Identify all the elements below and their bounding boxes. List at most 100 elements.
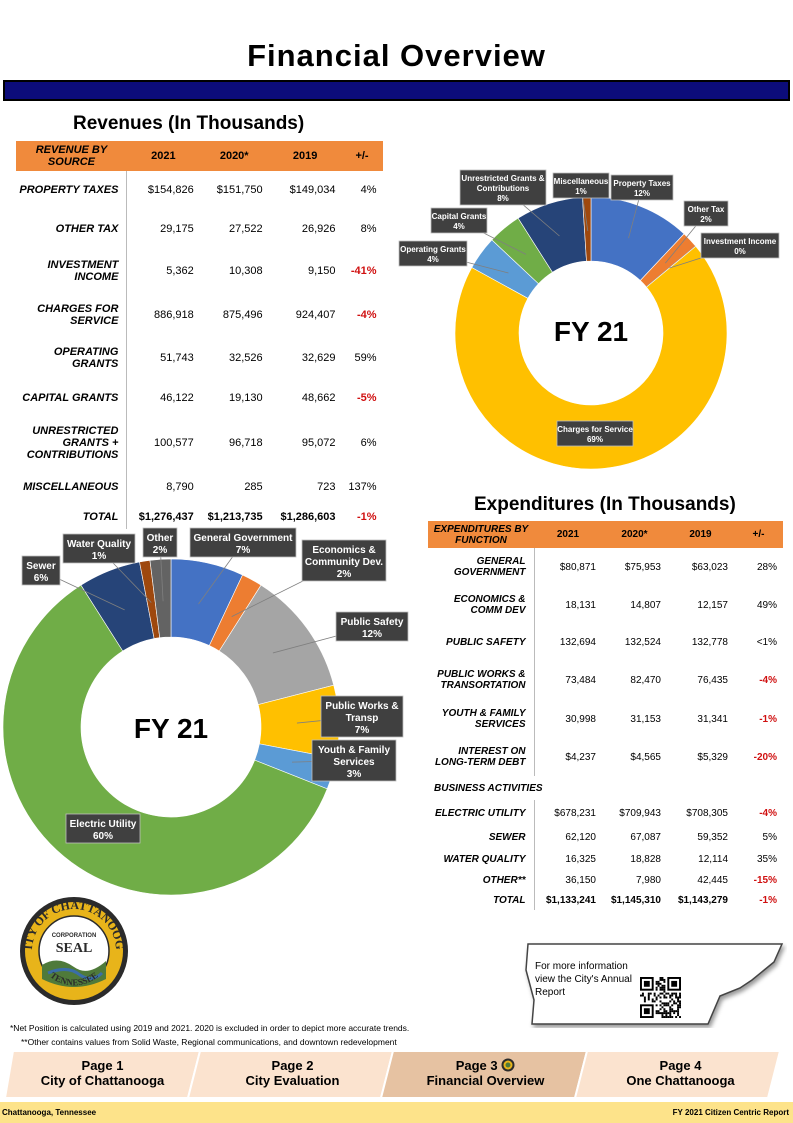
callout-box <box>700 232 780 259</box>
callout-box <box>311 739 397 782</box>
cell-label: ECONOMICS & COMM DEV <box>428 586 535 624</box>
footer-location: Chattanooga, Tennessee <box>2 1108 97 1117</box>
cell-y2020: 285 <box>244 481 263 493</box>
table-row: PROPERTY TAXES $154,826 $151,750 $149,034 4% <box>16 171 383 209</box>
cell-y2020: 19,130 <box>229 392 263 404</box>
cell-y2020: 10,308 <box>229 265 263 277</box>
table-row: OTHER** 36,150 7,980 42,445 -15% <box>428 870 783 890</box>
callout-box <box>189 527 297 558</box>
cell-y2020: 82,470 <box>630 674 661 686</box>
revenues-header-3: 2019 <box>268 141 342 171</box>
cell-y2020: 27,522 <box>229 223 263 235</box>
table-row: ELECTRIC UTILITY $678,231 $709,943 $708,305… <box>428 800 783 826</box>
cell-y2019: $1,286,603 <box>280 511 336 523</box>
table-row: OPERATING GRANTS 51,743 32,526 32,629 59% <box>16 337 383 379</box>
nav-tab-background <box>5 1051 202 1098</box>
cell-label: INTEREST ON LONG-TERM DEBT <box>428 738 535 776</box>
cell-y2019: 76,435 <box>697 674 728 686</box>
callout-label: Investment Income 0% <box>704 237 777 256</box>
cell-label: INVESTMENT INCOME <box>16 249 128 293</box>
cell-y2019: 26,926 <box>301 223 336 235</box>
callout-box <box>142 527 178 558</box>
callout-label: Miscellaneous 1% <box>554 177 609 196</box>
callout-label: Charges for Service 69% <box>557 425 633 444</box>
cell-y2021: $1,133,241 <box>545 894 596 906</box>
cell-y2019: 924,407 <box>295 309 336 321</box>
business-activities-label: BUSINESS ACTIVITIES <box>434 782 543 794</box>
callout-box <box>65 813 141 844</box>
nav-tab-page-2[interactable]: Page 2 City Evaluation <box>245 1058 340 1088</box>
nav-tab-page-4[interactable]: Page 4 One Chattanooga <box>626 1058 735 1088</box>
cell-change: 59% <box>354 352 377 364</box>
table-row: INVESTMENT INCOME 5,362 10,308 9,150 -41% <box>16 249 383 293</box>
callout-label: Operating Grants 4% <box>400 245 466 264</box>
nav-tab-page-1[interactable]: Page 1 City of Chattanooga <box>40 1058 165 1088</box>
callout-box <box>62 533 136 564</box>
revenues-header-4: +/- <box>341 141 383 171</box>
cell-label: WATER QUALITY <box>428 848 535 870</box>
seal-corporation: CORPORATION <box>52 933 97 939</box>
cell-y2021: $154,826 <box>147 184 194 196</box>
revenues-table: REVENUE BY SOURCE 2021 2020* 2019 +/- PROPER… <box>16 141 383 529</box>
cell-change: 35% <box>756 853 777 865</box>
cell-label: UNRESTRICTED GRANTS + CONTRIBUTIONS <box>16 417 128 469</box>
cell-y2019: 723 <box>317 481 336 493</box>
nav-tab-background <box>186 1051 395 1098</box>
cell-y2021: 29,175 <box>160 223 194 235</box>
table-row: OTHER TAX 29,175 27,522 26,926 8% <box>16 209 383 249</box>
page-title: Financial Overview <box>247 38 546 73</box>
cell-change: 6% <box>360 437 377 449</box>
annual-report-info: For more information view the City's Ann… <box>535 961 632 998</box>
table-row: UNRESTRICTED GRANTS + CONTRIBUTIONS 100,5… <box>16 417 383 469</box>
cell-y2021: 886,918 <box>154 309 194 321</box>
table-row: CHARGES FOR SERVICE 886,918 875,496 924,407… <box>16 293 383 337</box>
callout-label: Sewer 6% <box>26 561 56 584</box>
cell-y2019: $708,305 <box>686 807 728 819</box>
cell-change: 49% <box>756 599 777 611</box>
qr-code-icon[interactable] <box>640 977 681 1018</box>
cell-y2021: 51,743 <box>160 352 194 364</box>
table-row: CAPITAL GRANTS 46,122 19,130 48,662 -5% <box>16 379 383 417</box>
cell-change: -4% <box>759 807 777 819</box>
cell-y2020: $151,750 <box>216 184 263 196</box>
cell-y2020: 96,718 <box>229 437 263 449</box>
expenditures-header-3: 2019 <box>667 521 734 548</box>
table-row: WATER QUALITY 16,325 18,828 12,114 35% <box>428 848 783 870</box>
cell-y2019: 59,352 <box>697 831 728 843</box>
footer-report-name: FY 2021 Citizen Centric Report <box>672 1108 789 1117</box>
pie-center-title: FY 21 <box>554 316 628 347</box>
cell-y2021: $678,231 <box>554 807 596 819</box>
table-row: PUBLIC WORKS & TRANSORTATION 73,484 82,470… <box>428 660 783 700</box>
callout-label: Youth & Family Services 3% <box>318 745 390 780</box>
callout-label: Unrestricted Grants & Contributions 8% <box>461 174 544 203</box>
callout-label: Water Quality 1% <box>67 539 132 562</box>
cell-change: -1% <box>356 511 377 523</box>
callout-box <box>683 200 729 227</box>
cell-label: ELECTRIC UTILITY <box>428 800 535 826</box>
nav-tab-page-3[interactable]: Page 3 Financial Overview <box>426 1058 545 1088</box>
cell-change: 8% <box>360 223 377 235</box>
cell-y2021: 8,790 <box>166 481 194 493</box>
cell-y2019: 12,114 <box>698 853 728 865</box>
cell-label: CAPITAL GRANTS <box>16 379 128 417</box>
revenues-title: Revenues (In Thousands) <box>73 113 305 134</box>
cell-y2020: $4,565 <box>630 751 661 763</box>
expenditures-header-0: EXPENDITURES BY FUNCTION <box>428 521 534 548</box>
cell-change: -4% <box>356 309 377 321</box>
cell-label: MISCELLANEOUS <box>16 469 128 505</box>
expenditures-table: EXPENDITURES BY FUNCTION 2021 2020* 2019 +/-… <box>428 521 783 910</box>
callout-label: Capital Grants 4% <box>432 212 487 231</box>
callout-label: Public Works & Transp 7% <box>325 701 398 736</box>
table-row: BUSINESS ACTIVITIES <box>428 776 783 800</box>
cell-y2019: 32,629 <box>301 352 336 364</box>
cell-change: -4% <box>759 674 777 686</box>
cell-label: GENERAL GOVERNMENT <box>428 548 535 586</box>
cell-y2021: 30,998 <box>565 713 596 725</box>
table-row: GENERAL GOVERNMENT $80,871 $75,953 $63,023 2… <box>428 548 783 586</box>
cell-label: OTHER** <box>428 870 535 890</box>
callout-box <box>398 240 468 267</box>
city-seal-icon <box>501 1058 515 1072</box>
pie-slice <box>149 558 172 639</box>
table-row: MISCELLANEOUS 8,790 285 723 137% <box>16 469 383 505</box>
pie-slice <box>454 245 728 470</box>
